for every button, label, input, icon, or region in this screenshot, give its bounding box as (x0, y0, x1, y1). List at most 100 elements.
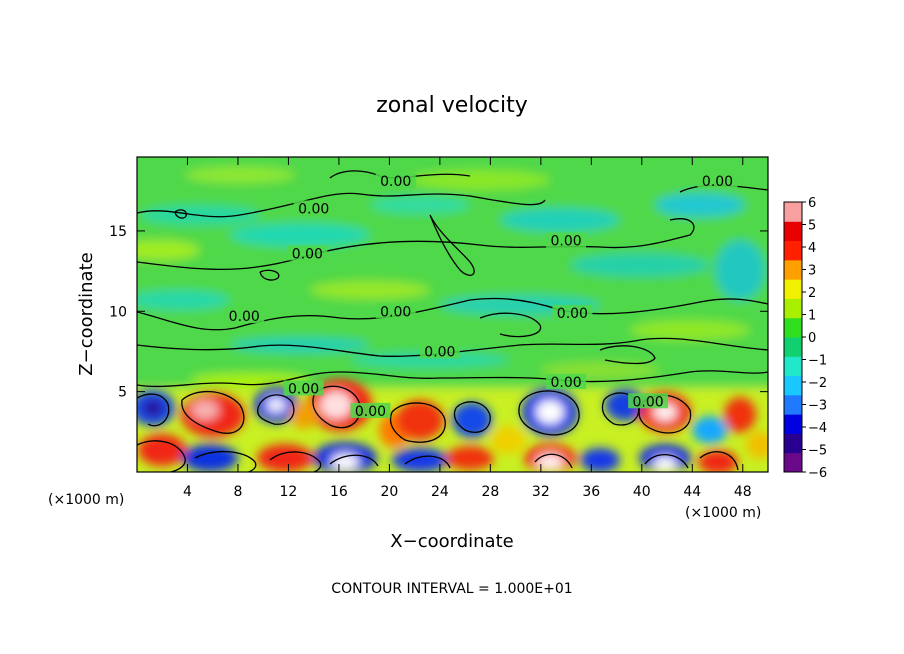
contour-label-bg (546, 374, 587, 389)
contour-label-bg (293, 200, 334, 216)
contour-label-5: 0.00 (229, 309, 260, 325)
contour-label-1: 0.00 (702, 174, 733, 190)
contour-label-0: 0.00 (380, 174, 411, 190)
x-ticks: 4 8 12 16 20 24 28 32 36 40 44 48 (183, 157, 752, 500)
y-tick-label: 15 (109, 224, 127, 240)
zero-contour-12 (312, 385, 361, 429)
colorbar-segment (784, 414, 802, 434)
x-tick-label: 28 (481, 484, 499, 500)
contour-label-11: 0.00 (355, 404, 386, 420)
zero-contour-15 (518, 390, 580, 436)
zero-contour-11 (256, 394, 295, 425)
zero-contour-21 (329, 454, 379, 467)
zero-contour-3 (137, 240, 601, 270)
zero-contour-25 (699, 451, 739, 471)
zero-contour-9 (137, 393, 170, 427)
colorbar-segment (784, 375, 802, 396)
colorbar-tick-label: 1 (808, 309, 816, 324)
x-tick-label: 4 (183, 484, 192, 500)
colorbar-segment (784, 221, 802, 242)
contour-label-3: 0.00 (550, 234, 581, 250)
zero-contour-6 (559, 298, 768, 315)
contour-label-bg (224, 308, 265, 324)
colorbar-tick-label: −3 (808, 399, 827, 414)
y-axis-label: Z−coordinate (76, 252, 97, 375)
y-ticks: 5 10 15 (109, 224, 768, 401)
x-tick-label: 40 (633, 484, 651, 500)
zero-contour-0 (137, 192, 546, 218)
x-axis-label: X−coordinate (390, 531, 513, 552)
x-unit-label-left: (×1000 m) (48, 492, 124, 508)
zero-contour-14 (453, 401, 491, 433)
contour-label-2: 0.00 (298, 201, 329, 217)
chart-title: zonal velocity (376, 93, 528, 118)
colorbar-segment (784, 317, 802, 338)
zero-contour-19 (194, 450, 257, 472)
zero-contour-20 (269, 451, 322, 472)
contour-label-10: 0.00 (288, 381, 319, 397)
colorbar-tick-label: −6 (808, 466, 827, 481)
colorbar-segment (784, 279, 802, 299)
contour-label-9: 0.00 (550, 375, 581, 391)
x-tick-label: 20 (380, 484, 398, 500)
x-tick-label: 12 (280, 484, 298, 500)
colorbar-segment (784, 394, 802, 415)
x-tick-label: 16 (330, 484, 348, 500)
colorbar-segment (784, 298, 802, 319)
colorbar-tick-label: −4 (808, 421, 827, 436)
contour-label-bg (419, 343, 460, 359)
contour-label-7: 0.00 (557, 306, 588, 322)
zero-contour-24 (644, 454, 689, 469)
zero-contour-10 (181, 390, 245, 434)
x-tick-label: 36 (582, 484, 600, 500)
contour-label-bg (628, 393, 669, 409)
zero-contour-28 (259, 269, 280, 281)
contour-label-bg (375, 303, 416, 319)
zero-contour-27 (174, 209, 187, 219)
contour-label-bg (283, 380, 324, 396)
colorbar-segment (784, 356, 802, 377)
contour-label-bg (552, 304, 593, 320)
colorbar-segment (784, 452, 802, 473)
colorbar-tick-label: 3 (808, 264, 816, 279)
zero-contour-30 (599, 345, 656, 365)
contour-label-bg (287, 245, 328, 261)
colorbar-segment (784, 240, 802, 261)
contour-labels: 0.00 0.00 0.00 0.00 0.00 0.00 0.00 0.00 0.00 0.00… (224, 173, 738, 420)
zero-contour-4 (599, 218, 695, 249)
contour-label-bg (697, 173, 738, 189)
x-tick-label: 32 (532, 484, 550, 500)
x-tick-label: 8 (233, 484, 242, 500)
colorbar-tick-label: 0 (808, 331, 816, 346)
zero-contours (137, 170, 768, 472)
x-tick-label: 44 (683, 484, 701, 500)
contour-label-bg (350, 402, 391, 418)
zero-contour-13 (389, 402, 446, 443)
contour-label-bg (375, 173, 416, 189)
colorbar-tick-label: 5 (808, 219, 816, 234)
contour-label-bg (546, 232, 587, 248)
zero-contour-23 (534, 453, 573, 469)
colorbar-segment (784, 433, 802, 454)
colorbar-tick-label: −1 (808, 354, 827, 369)
zero-contour-8 (137, 370, 768, 388)
zero-contour-22 (404, 455, 451, 469)
colorbar-tick-label: 6 (808, 196, 816, 211)
contour-label-4: 0.00 (292, 246, 323, 262)
zero-contour-5 (137, 297, 561, 331)
x-tick-label: 48 (734, 484, 752, 500)
zero-contour-16 (601, 392, 640, 426)
colorbar-tick-label: −5 (808, 444, 827, 459)
contour-label-8: 0.00 (424, 344, 455, 360)
colorbar-tick-label: −2 (808, 376, 827, 391)
colorbar-segment (784, 337, 802, 357)
x-unit-label-right: (×1000 m) (685, 505, 761, 521)
zero-contour-29 (479, 312, 542, 338)
contour-label-6: 0.00 (380, 304, 411, 320)
zero-contour-26 (429, 214, 475, 276)
y-tick-label: 10 (109, 304, 127, 320)
contour-label-12: 0.00 (633, 394, 664, 410)
zero-contour-18 (137, 440, 186, 472)
y-tick-label: 5 (118, 385, 127, 401)
